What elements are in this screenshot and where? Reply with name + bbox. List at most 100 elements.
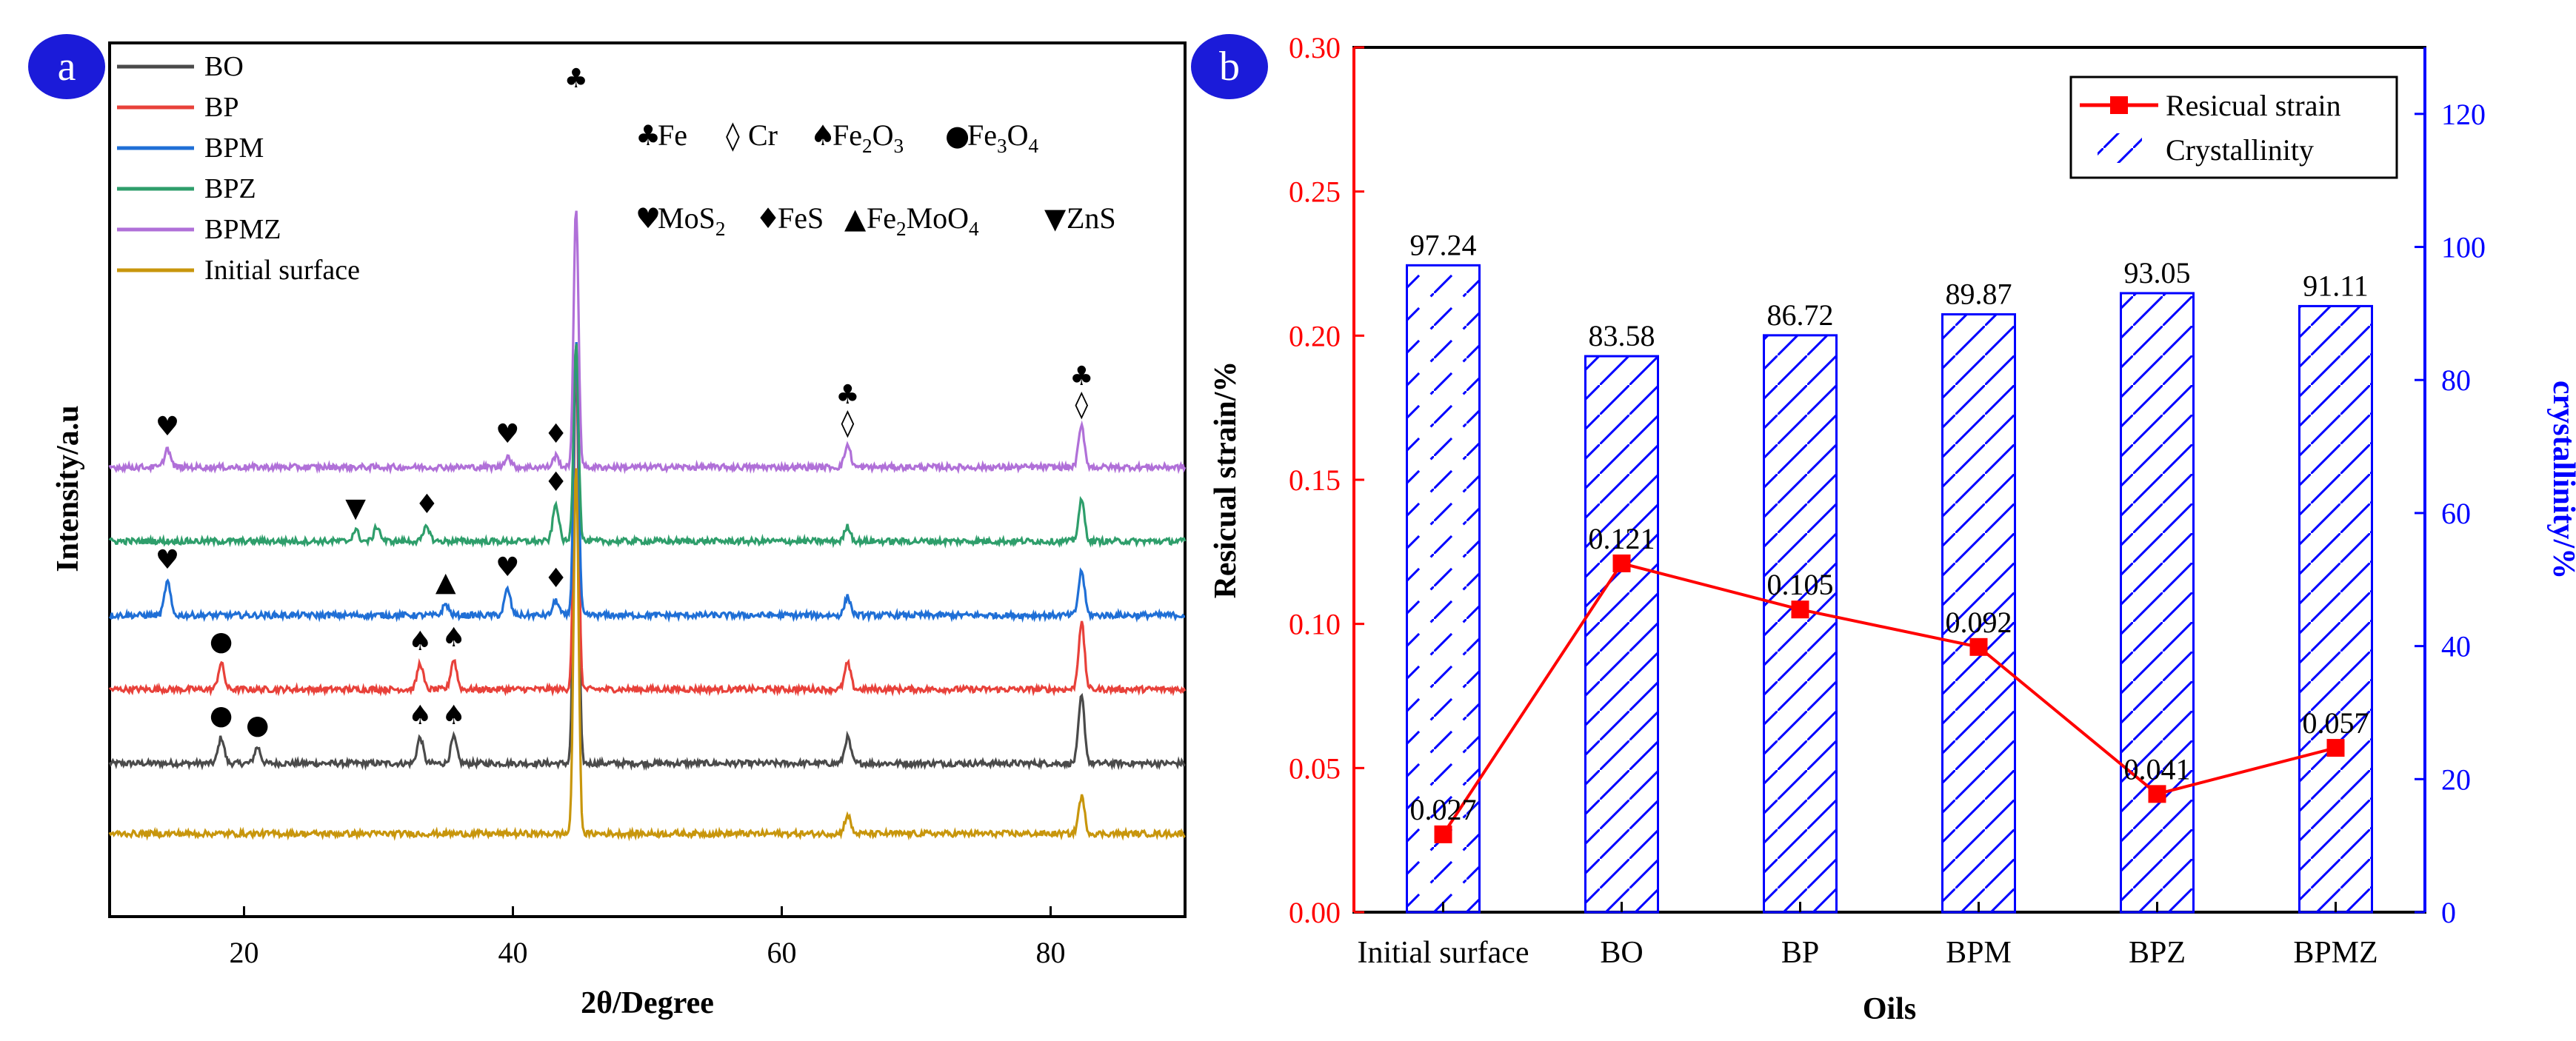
panel-b-left-tick-label: 0.20 <box>1289 319 1341 352</box>
xrd-line-bpm <box>108 341 1186 623</box>
panel-a-badge-label: a <box>58 44 76 90</box>
panel-a-x-tick-label: 60 <box>767 936 797 969</box>
panel-b-right-tick-label: 60 <box>2441 497 2471 530</box>
peak-annotation-symbol: ♦ <box>544 419 567 449</box>
panel-b-right-axis-label: crystallinity/% <box>2546 381 2576 579</box>
phase-symbol: ▼ <box>1044 202 1067 235</box>
phase-symbol: ♦ <box>755 202 781 235</box>
phase-label: FeS <box>778 201 824 235</box>
xrd-line-bpz <box>108 344 1187 549</box>
panel-b-left-tick-label: 0.30 <box>1289 31 1341 64</box>
phase-label: Fe3O4 <box>967 118 1038 157</box>
panel-b-right-tick-label: 100 <box>2441 231 2486 264</box>
phase-label: ZnS <box>1067 201 1116 235</box>
phase-symbol: ● <box>945 119 970 152</box>
peak-annotation-symbol: ♥ <box>156 545 179 575</box>
legend-label: BP <box>204 92 238 123</box>
strain-marker <box>1434 825 1452 843</box>
peak-annotation-symbol: ♣ <box>835 380 859 410</box>
phase-label: Fe2O3 <box>832 118 904 157</box>
panel-b-left-tick-label: 0.00 <box>1289 896 1341 929</box>
phase-label: Fe <box>658 118 687 152</box>
panel-b-badge <box>1191 34 1268 99</box>
crystallinity-bar-label: 97.24 <box>1410 228 1477 261</box>
strain-marker <box>1612 554 1631 572</box>
strain-value-label: 0.092 <box>1946 606 2012 639</box>
phase-label: MoS2 <box>658 201 725 240</box>
legend-crystallinity-label: Crystallinity <box>2166 133 2314 167</box>
panel-b-legend: Resicual strain Crystallinity <box>2069 76 2398 179</box>
peak-annotation-symbol: ♠ <box>408 700 432 731</box>
legend-label: BPM <box>204 133 264 164</box>
strain-marker <box>2148 785 2166 803</box>
panel-b-crystallinity-bars: 97.24 83.58 86.72 89.87 93.05 91.11 <box>1406 228 2373 914</box>
peak-annotation-symbol: ◊ <box>1075 389 1088 420</box>
crystallinity-bar <box>1763 334 1838 914</box>
panel-b-category-label: BO <box>1600 936 1643 970</box>
peak-annotation-symbol: ♠ <box>441 623 465 653</box>
panel-b-left-tick-label: 0.10 <box>1289 608 1341 641</box>
peak-annotation-symbol: ♠ <box>408 626 432 657</box>
peak-annotation-symbol: ♥ <box>156 412 179 442</box>
crystallinity-bar <box>1584 355 1659 914</box>
peak-annotation-symbol: ● <box>210 700 233 731</box>
panel-b-category-label: BP <box>1781 936 1819 970</box>
phase-symbol: ♠ <box>810 119 835 152</box>
panel-b-strain-line: 0.027 0.121 0.105 0.092 0.041 0.057 <box>1410 522 2369 843</box>
panel-b-x-axis-label: Oils <box>1863 992 1916 1026</box>
panel-a-badge <box>28 34 105 99</box>
legend-label: BPMZ <box>204 214 281 245</box>
phase-symbol: ♣ <box>635 119 661 152</box>
panel-b-category-label: BPZ <box>2129 936 2186 970</box>
strain-marker <box>1791 600 1809 619</box>
panel-b-right-tick-label: 0 <box>2441 896 2456 929</box>
crystallinity-bar <box>2120 292 2195 914</box>
peak-annotation-symbol: ♦ <box>544 563 567 594</box>
panel-b-right-tick-label: 20 <box>2441 763 2471 796</box>
legend-label: Initial surface <box>204 255 360 286</box>
phase-symbol: ♥ <box>635 202 661 235</box>
crystallinity-bar-label: 93.05 <box>2124 256 2191 289</box>
phase-symbol: ◊ <box>726 119 740 152</box>
crystallinity-bar-label: 89.87 <box>1946 278 2012 311</box>
panel-b-right-tick-label: 120 <box>2441 98 2486 131</box>
panel-b-left-tick-label: 0.05 <box>1289 752 1341 785</box>
panel-a-series-lines <box>108 0 1187 842</box>
panel-a-peak-annotations: ♣♣◊♣◊♥ ♥ ♦▼ ♦♦♥▲ ♥ ♦● ♠ ♠● ● ♠ ♠ <box>156 64 1093 740</box>
crystallinity-bar <box>2298 304 2373 914</box>
panel-b-left-axis-label: Resicual strain/% <box>1209 361 1243 599</box>
peak-annotation-symbol: ◊ <box>841 408 855 438</box>
crystallinity-bar-label: 83.58 <box>1589 319 1655 352</box>
peak-annotation-symbol: ▼ <box>345 493 366 523</box>
crystallinity-bar <box>1941 313 2016 914</box>
panel-b-badge-label: b <box>1219 44 1240 90</box>
panel-b-strain-crystallinity-chart: 0.00 0.05 0.10 0.15 0.20 0.25 0.30 0 20 40 60 80 10… <box>1191 31 2576 1026</box>
xrd-line-bo <box>108 352 1187 771</box>
phase-symbol: ▲ <box>844 202 867 235</box>
xrd-line-bpmz <box>108 210 1187 475</box>
panel-a-x-tick-label: 20 <box>230 936 259 969</box>
strain-value-label: 0.027 <box>1410 793 1477 826</box>
panel-a-x-tick-label: 40 <box>498 936 528 969</box>
peak-annotation-symbol: ♦ <box>415 489 438 520</box>
strain-value-label: 0.121 <box>1589 522 1655 555</box>
peak-annotation-symbol: ♥ <box>495 552 519 583</box>
panel-a-top-mask <box>110 0 1185 41</box>
legend-strain-label: Resicual strain <box>2166 89 2341 122</box>
panel-b-category-label: BPMZ <box>2293 936 2378 970</box>
panel-a-xrd-chart: 20 40 60 80 ♣♣◊♣◊♥ ♥ ♦▼ ♦♦♥▲ ♥ ♦● ♠ ♠● ● ♠ ♠ BOBPBPMB… <box>28 0 1187 1020</box>
panel-b-x-axis: Initial surface BO BP BPM BPZ BPMZ <box>1357 902 2378 970</box>
panel-b-left-axis-ticks: 0.00 0.05 0.10 0.15 0.20 0.25 0.30 <box>1289 31 1364 929</box>
phase-label: Cr <box>748 118 778 152</box>
panel-a-phase-legend: ♣Fe ◊ Cr ♠Fe2O3 ●Fe3O4 ♥MoS2 ♦FeS ▲ Fe2MoO4 ▼ ZnS <box>635 118 1116 240</box>
peak-annotation-symbol: ♣ <box>564 64 588 94</box>
strain-line <box>1441 561 2337 835</box>
xrd-line-initial-surface <box>108 468 1187 842</box>
panel-a-y-axis-label: Intensity/a.u <box>51 405 85 572</box>
panel-a-legend: BO BP BPM BPZ BPMZ Initial surface <box>117 51 360 286</box>
legend-crystallinity-swatch <box>2098 133 2142 163</box>
legend-label: BPZ <box>204 173 256 204</box>
peak-annotation-symbol: ♠ <box>441 700 465 731</box>
strain-marker <box>1969 637 1988 656</box>
